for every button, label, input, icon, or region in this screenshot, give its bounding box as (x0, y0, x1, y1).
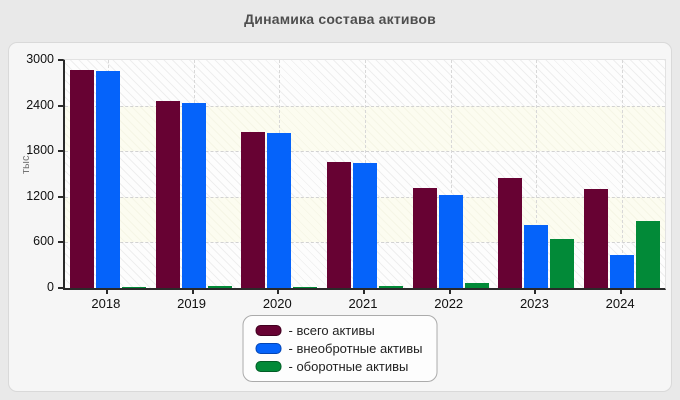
bar-2020-series2 (267, 132, 292, 288)
bar-2018-series3 (121, 286, 146, 288)
x-tick (191, 289, 194, 294)
y-tick (58, 241, 63, 244)
bar-2020-series3 (293, 286, 318, 288)
y-tick (58, 195, 63, 198)
x-tick (448, 289, 451, 294)
bar-2020-series1 (241, 132, 266, 288)
x-tick-label: 2020 (262, 296, 292, 311)
bar-2024-series3 (636, 221, 661, 288)
y-axis-label: тыс. (20, 152, 32, 174)
v-gridline (450, 60, 452, 288)
bar-2021-series1 (327, 161, 351, 288)
legend-item-series1: - всего активы (255, 323, 423, 338)
bar-2024-series2 (610, 255, 635, 288)
bar-2023-series3 (550, 239, 575, 288)
legend-swatch-icon (255, 325, 282, 336)
bar-2022-series2 (438, 194, 463, 288)
x-tick-label: 2021 (348, 296, 378, 311)
bar-2019-series3 (207, 286, 232, 288)
bar-2019-series2 (181, 102, 206, 288)
x-tick (363, 289, 365, 294)
y-tick (58, 150, 63, 153)
v-gridline (536, 60, 538, 288)
y-tick (58, 287, 63, 289)
bar-2024-series1 (584, 189, 609, 288)
x-tick-label: 2022 (434, 296, 464, 311)
y-tick-label: 2400 (26, 97, 54, 112)
legend-label: - оборотные активы (288, 359, 409, 374)
y-tick-label: 0 (47, 280, 54, 294)
y-tick-label: 1200 (26, 188, 54, 203)
bar-2021-series3 (379, 286, 403, 288)
y-tick-label: 1800 (26, 143, 54, 158)
bar-2021-series2 (353, 163, 377, 288)
bar-2018-series1 (69, 69, 94, 288)
chart-card: тыс. 0 600 1200 1800 2400 3000 2018 2019 2020 202… (8, 42, 672, 392)
legend: - всего активы - внеобротные активы - обор… (242, 315, 438, 382)
x-tick (105, 289, 108, 294)
chart-title: Динамика состава активов (244, 11, 436, 27)
bar-2022-series3 (464, 282, 489, 288)
x-tick (620, 289, 623, 294)
bar-2019-series1 (155, 101, 180, 288)
bar-2022-series1 (412, 188, 437, 288)
legend-item-series2: - внеобротные активы (255, 341, 423, 356)
x-tick (534, 289, 537, 294)
legend-swatch-icon (255, 361, 282, 372)
bar-2023-series1 (498, 177, 523, 288)
bar-2018-series2 (95, 71, 120, 288)
y-tick (58, 59, 63, 61)
legend-label: - всего активы (288, 323, 375, 338)
bar-2023-series2 (524, 224, 549, 288)
v-gridline (622, 60, 624, 288)
x-tick-label: 2018 (91, 296, 121, 311)
legend-item-series3: - оборотные активы (255, 359, 423, 374)
plot-area (63, 59, 666, 290)
y-tick-label: 3000 (26, 52, 54, 66)
x-tick-label: 2024 (605, 296, 635, 311)
legend-swatch-icon (255, 343, 282, 354)
x-tick (277, 289, 280, 294)
legend-label: - внеобротные активы (288, 341, 423, 356)
x-tick-label: 2019 (177, 296, 207, 311)
x-tick-label: 2023 (519, 296, 549, 311)
y-tick (58, 104, 63, 107)
y-tick-label: 600 (33, 234, 54, 249)
